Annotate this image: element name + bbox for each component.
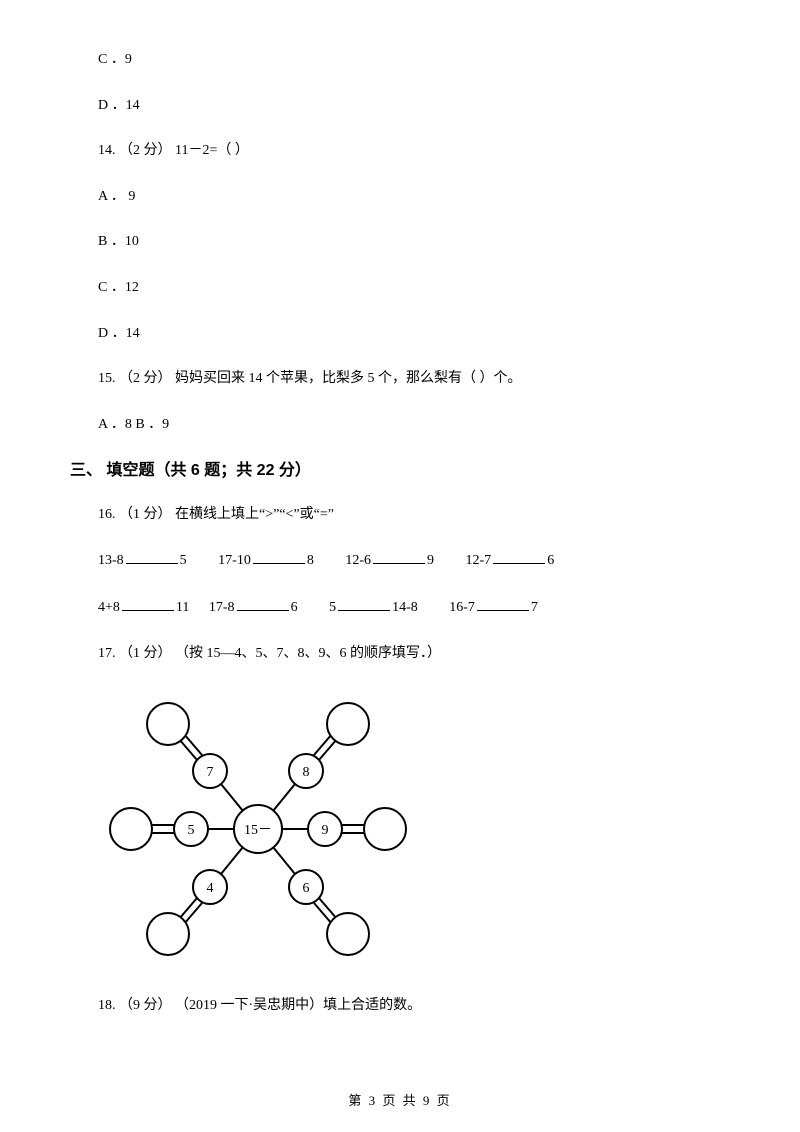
spoke-4: 4 [147,847,243,955]
spoke-8: 8 [273,703,369,811]
blank[interactable] [126,550,178,564]
svg-text:6: 6 [303,881,310,896]
q17-diagram: 15－ 7 8 9 [80,689,730,976]
section-3-title: 三、 填空题（共 6 题；共 22 分） [70,460,730,482]
blank[interactable] [477,597,529,611]
spoke-5: 5 [110,808,234,850]
blank[interactable] [237,597,289,611]
blank[interactable] [338,597,390,611]
q16-r2-c1: 5 [329,600,336,615]
q16-r1-c2: 9 [427,553,434,568]
center-node: 15－ [234,805,282,853]
q16-r2-d2: 7 [531,600,538,615]
blank[interactable] [122,597,174,611]
q16-r2-b2: 6 [291,600,298,615]
q15-stem: 15. （2 分） 妈妈买回来 14 个苹果，比梨多 5 个，那么梨有（ ）个。 [70,369,730,389]
q14-option-b: B ．10 [70,232,730,252]
q16-r2-c2: 14-8 [392,600,418,615]
spoke-diagram-svg: 15－ 7 8 9 [108,689,408,969]
q16-r1-a2: 5 [180,553,187,568]
blank[interactable] [493,550,545,564]
q16-r2-d1: 16-7 [449,600,475,615]
q16-r2-b1: 17-8 [209,600,235,615]
q16-r1-d2: 6 [547,553,554,568]
svg-text:4: 4 [207,881,214,896]
q14-option-c: C ．12 [70,278,730,298]
q13-option-d: D ．14 [70,96,730,116]
q14-option-d: D ．14 [70,324,730,344]
spoke-9: 9 [282,808,406,850]
svg-text:15－: 15－ [244,823,272,838]
q16-r1-b1: 17-10 [218,553,251,568]
page-footer: 第 3 页 共 9 页 [0,1092,800,1110]
q16-r1-c1: 12-6 [345,553,371,568]
q14-stem: 14. （2 分） 11－2=（ ） [70,141,730,161]
q16-row2: 4+8 11 17-8 6 5 14-8 16-7 7 [70,597,730,618]
svg-text:7: 7 [207,765,214,780]
q14-option-a: A ． 9 [70,187,730,207]
spoke-6: 6 [273,847,369,955]
q15-options: A ．8 B ．9 [70,415,730,435]
q16-r2-a1: 4+8 [98,600,120,615]
q16-r1-d1: 12-7 [466,553,492,568]
spoke-7: 7 [147,703,243,811]
svg-text:5: 5 [188,823,195,838]
svg-text:9: 9 [322,823,329,838]
q16-row1: 13-8 5 17-10 8 12-6 9 12-7 6 [70,550,730,571]
q16-r2-a2: 11 [176,600,189,615]
blank[interactable] [253,550,305,564]
q13-option-c: C ．9 [70,50,730,70]
svg-text:8: 8 [303,765,310,780]
blank[interactable] [373,550,425,564]
q18-stem: 18. （9 分） （2019 一下·吴忠期中）填上合适的数。 [70,996,730,1016]
q16-r1-a1: 13-8 [98,553,124,568]
q16-r1-b2: 8 [307,553,314,568]
q17-stem: 17. （1 分） （按 15—4、5、7、8、9、6 的顺序填写．） [70,644,730,664]
q16-stem: 16. （1 分） 在横线上填上“>”“<”或“=” [70,505,730,525]
